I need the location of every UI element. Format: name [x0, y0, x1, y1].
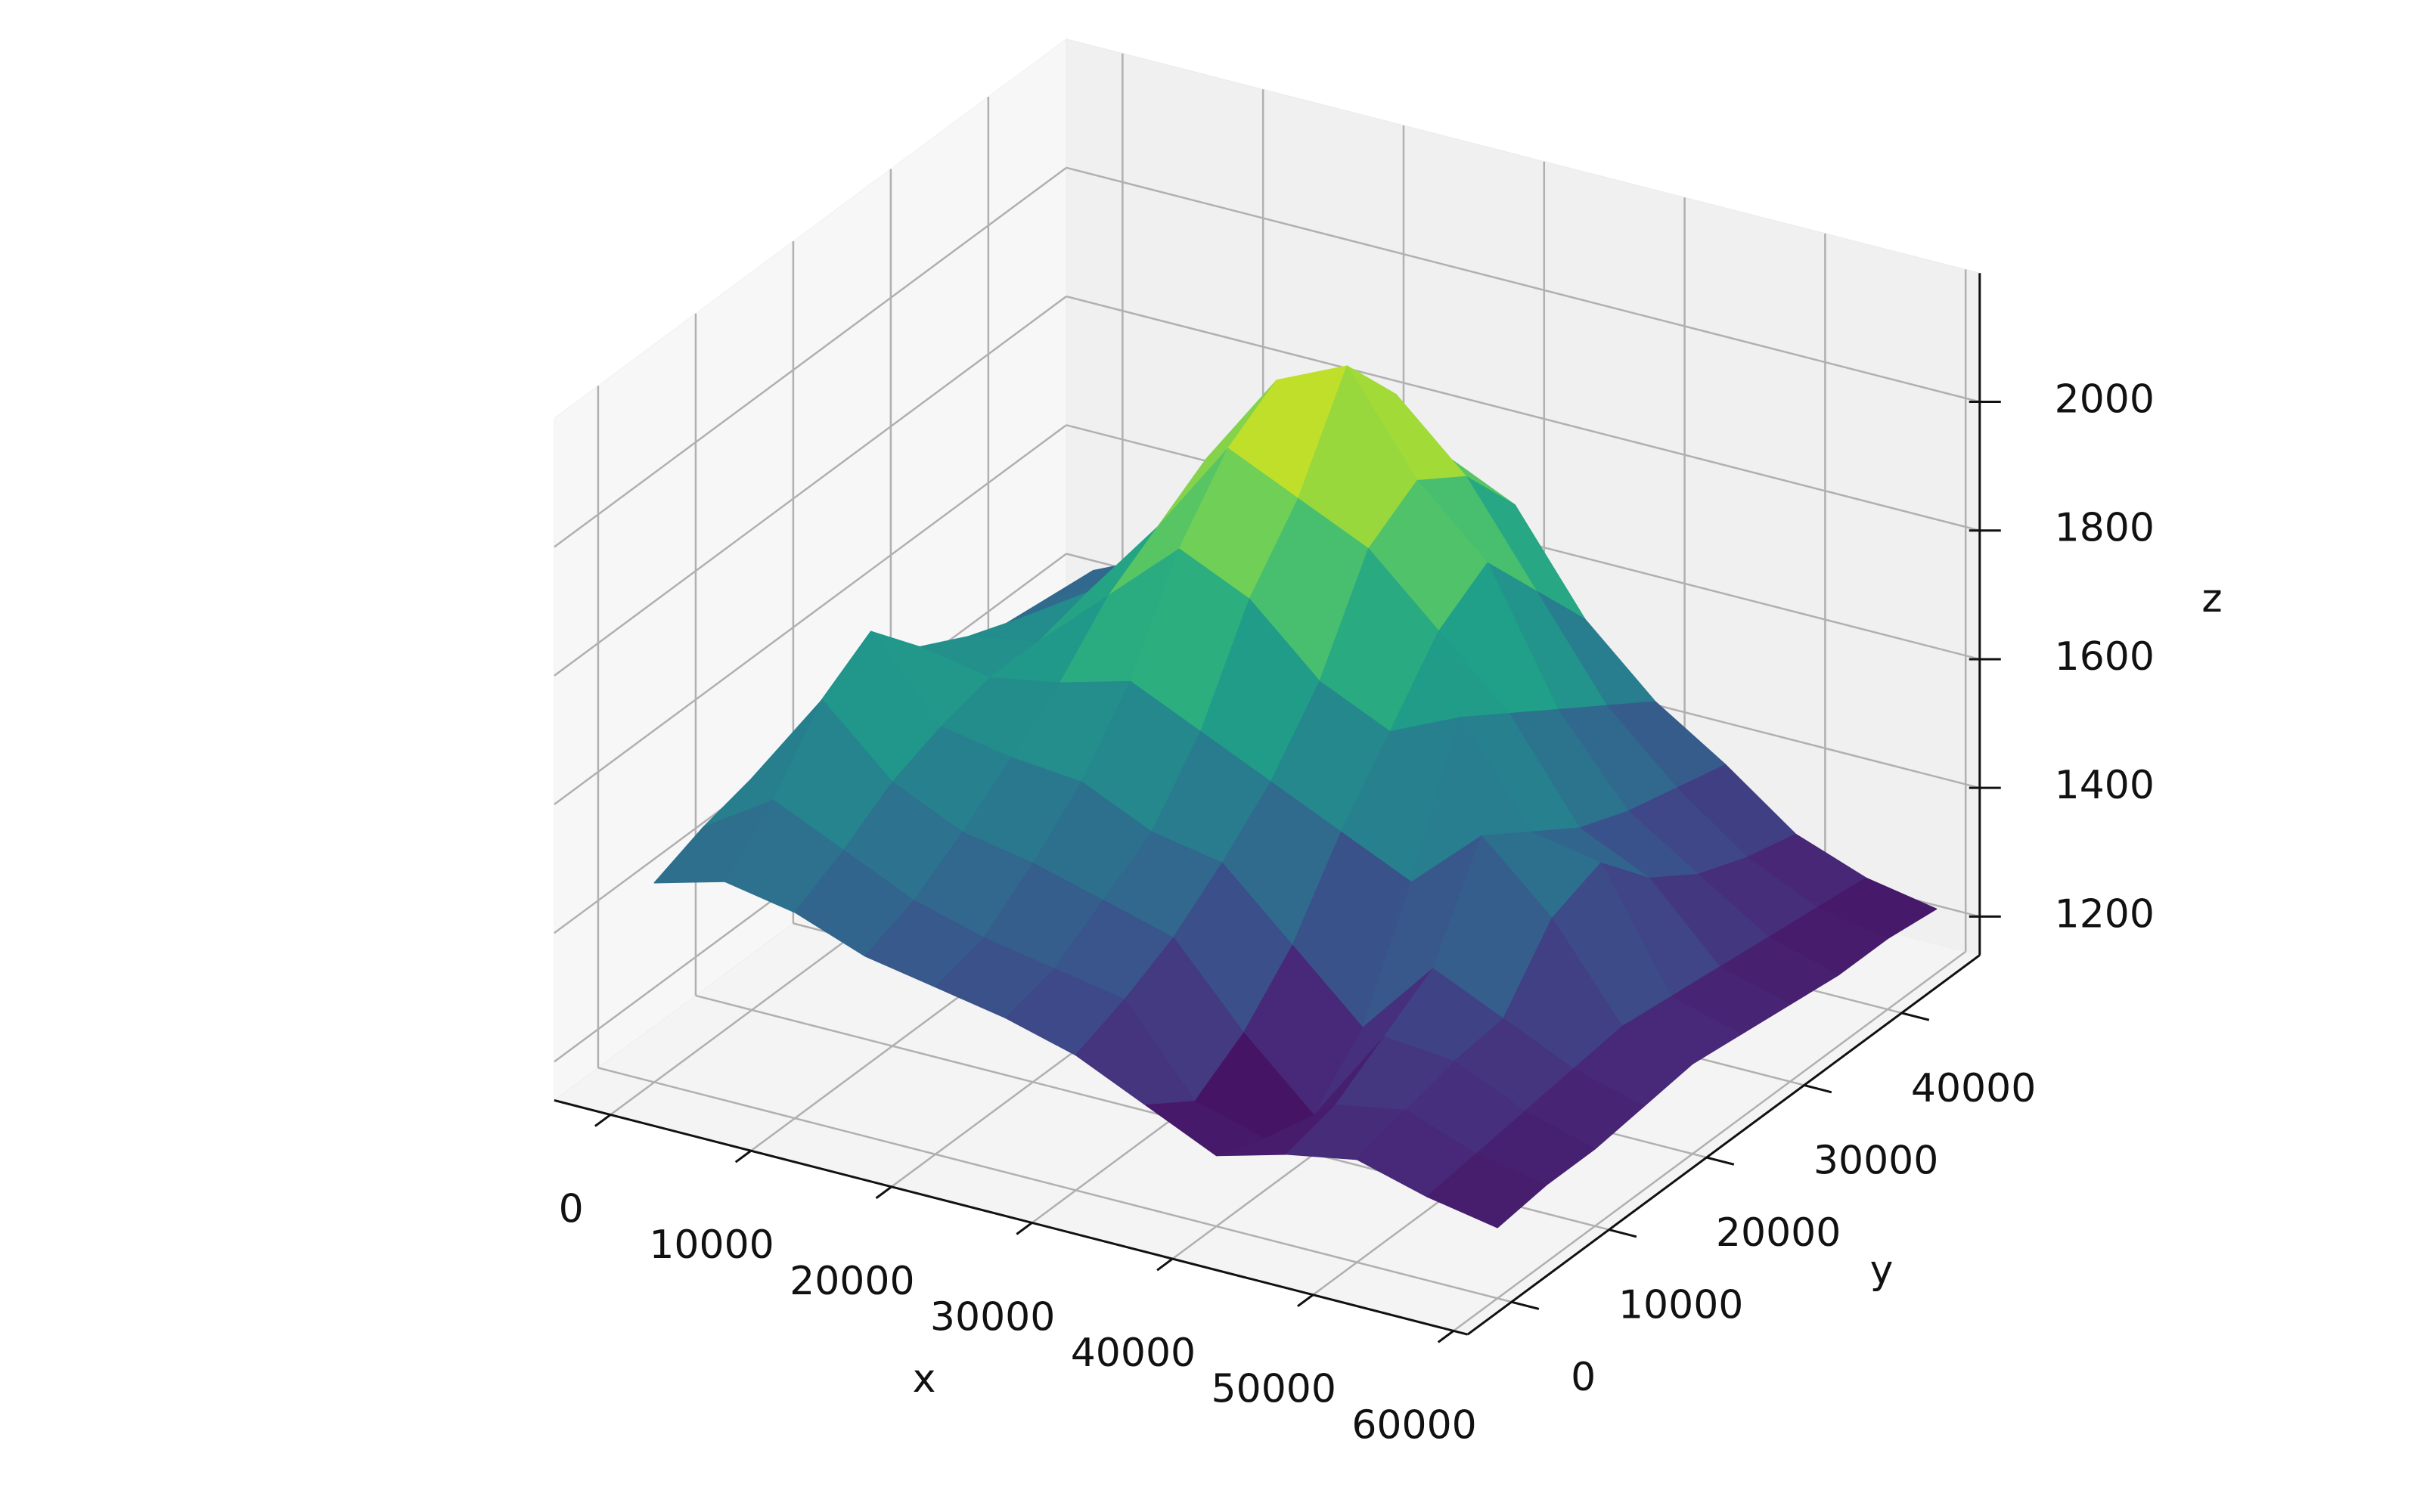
- surface-cell: [1426, 1153, 1547, 1228]
- y-tick-label: 30000: [1813, 1138, 1938, 1183]
- x-tick: [1156, 1257, 1174, 1272]
- grid-line: [1066, 166, 1981, 403]
- y-tick: [1609, 1228, 1637, 1238]
- x-axis-label: x: [913, 1356, 936, 1402]
- grid-line: [554, 424, 1067, 805]
- x-tick-label: 20000: [790, 1259, 914, 1304]
- y-tick: [1706, 1156, 1735, 1166]
- x-tick-label: 30000: [930, 1294, 1055, 1340]
- y-axis-label: y: [1870, 1247, 1894, 1293]
- x-tick-label: 40000: [1071, 1331, 1196, 1376]
- x-tick-label: 0: [559, 1187, 584, 1232]
- surface: [653, 365, 1938, 1228]
- x-axis-line: [554, 1099, 1469, 1336]
- z-tick-label: 1600: [2055, 634, 2155, 680]
- x-tick-label: 50000: [1212, 1367, 1336, 1412]
- x-tick-label: 60000: [1351, 1402, 1476, 1448]
- x-tick: [734, 1149, 752, 1163]
- x-tick: [1437, 1330, 1454, 1343]
- y-tick-label: 20000: [1716, 1210, 1841, 1256]
- y-tick: [1511, 1300, 1540, 1310]
- y-tick: [1804, 1084, 1832, 1094]
- z-axis-label: z: [2201, 576, 2222, 621]
- grid-line: [1453, 950, 1966, 1332]
- z-tick-label: 1800: [2055, 506, 2155, 551]
- y-axis-line: [1466, 954, 1981, 1336]
- grid-line: [554, 296, 1067, 677]
- y-tick-label: 0: [1571, 1355, 1596, 1400]
- z-tick-label: 1200: [2055, 891, 2155, 937]
- x-tick: [594, 1114, 612, 1127]
- grid-line: [1066, 295, 1981, 531]
- x-tick: [1016, 1222, 1033, 1235]
- x-tick: [875, 1185, 892, 1200]
- x-tick-label: 10000: [649, 1222, 774, 1268]
- z-tick-label: 1400: [2055, 763, 2155, 808]
- y-tick-label: 10000: [1618, 1283, 1743, 1328]
- x-tick: [1297, 1294, 1314, 1307]
- z-tick-label: 2000: [2055, 377, 2155, 423]
- y-tick: [1901, 1012, 1930, 1021]
- grid-line: [597, 1067, 1512, 1303]
- grid-line: [554, 166, 1067, 548]
- y-tick-label: 40000: [1911, 1066, 2036, 1111]
- axes: 0 10000 20000 30000 40000 50000 60000 0 10000 200…: [554, 273, 2155, 1448]
